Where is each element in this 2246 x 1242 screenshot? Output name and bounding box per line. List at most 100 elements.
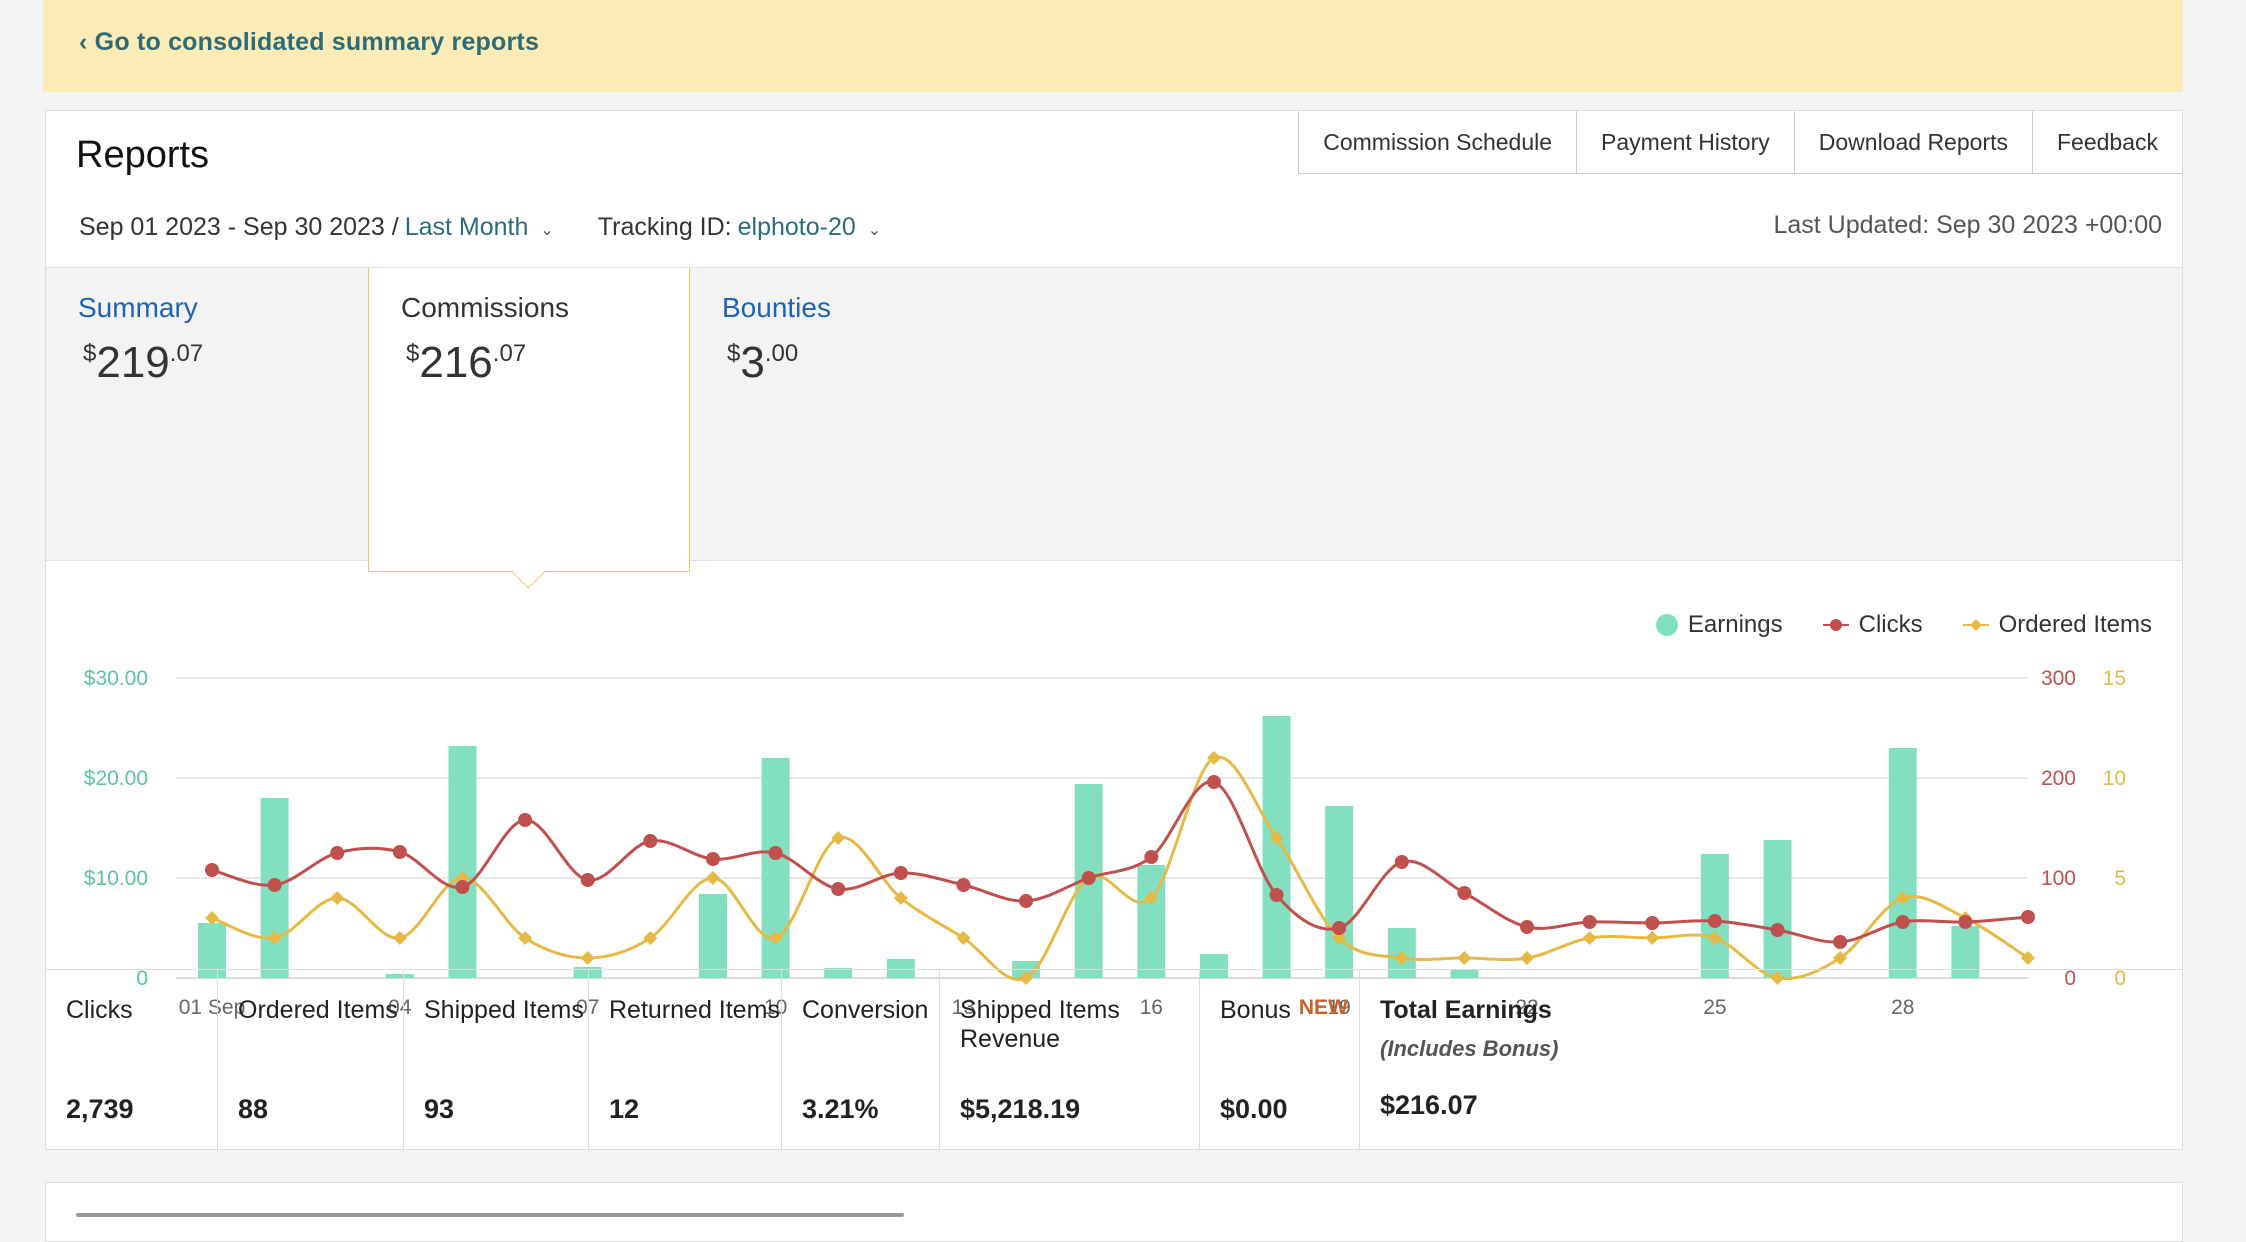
clicks-point [1269,888,1284,902]
chart-canvas: 0 0 0 $10.00 100 5 $20.00 200 10 $30.00 300 15 01 Se… [84,667,2126,1019]
clicks-point [1206,775,1221,789]
clicks-point [1019,894,1034,908]
chart-legend: Earnings Clicks Ordered Items [1616,611,2152,639]
date-range: Sep 01 2023 - Sep 30 2023 / [79,213,399,241]
stat-value: $5,218.19 [960,1094,1081,1124]
stat-label: Ordered Items [238,996,398,1024]
report-filters: Sep 01 2023 - Sep 30 2023 / Last Month ⌄… [79,213,925,242]
ordered-point [1206,751,1221,765]
legend-earnings[interactable]: Earnings [1655,611,1783,639]
ordered-point [1394,951,1409,965]
ordered-point [330,891,345,905]
tab-commissions[interactable]: Commissions $216.07 [368,268,690,572]
clicks-point [768,846,783,860]
stat-clicks: Clicks 2,739 [46,970,218,1151]
ordered-point [1457,951,1472,965]
stat-label: Bonus NEW [1220,996,1348,1024]
earnings-bar [886,959,915,978]
stat-value: 93 [424,1094,455,1124]
earnings-bar [198,923,226,978]
next-card [45,1182,2183,1242]
y-tick-earnings: $30.00 [84,667,148,690]
y-tick-earnings: 0 [136,967,148,990]
x-tick-label: 01 Sep [179,996,246,1019]
y-tick-clicks: 200 [2041,767,2076,790]
stat-label: Total Earnings [1380,996,1552,1024]
ordered-point [1144,891,1159,905]
x-tick-label: 16 [1140,996,1163,1019]
ordered-point [1707,931,1722,945]
stat-value: 2,739 [66,1094,134,1124]
tab-bounties[interactable]: Bounties $3.00 [690,268,1012,560]
ordered-point [768,931,783,945]
clicks-point [956,878,971,892]
ordered-point [1269,831,1284,845]
clicks-point [1394,855,1409,869]
stat-label: Clicks [66,996,133,1024]
tab-amount: $3.00 [727,338,799,387]
stat-returned-items: Returned Items 12 [589,970,782,1151]
clicks-point [1707,914,1722,928]
ordered-point [1332,931,1347,945]
x-tick-label: 19 [1327,996,1350,1019]
stat-ordered-items: Ordered Items 88 [218,970,404,1151]
next-card-divider [76,1213,904,1217]
ordered-point [2021,951,2035,965]
tab-summary[interactable]: Summary $219.07 [46,268,368,560]
legend-clicks[interactable]: Clicks [1822,611,1923,639]
clicks-point [1332,921,1347,935]
earnings-dot-icon [1655,614,1678,636]
summary-banner: ‹ Go to consolidated summary reports [43,0,2183,92]
feedback-button[interactable]: Feedback [2032,111,2182,173]
commission-schedule-button[interactable]: Commission Schedule [1299,111,1578,173]
earnings-bar [1262,716,1291,978]
clicks-point [705,852,720,866]
clicks-point [1582,915,1597,929]
clicks-point [518,813,533,827]
y-tick-clicks: 0 [2064,967,2076,990]
ordered-point [1833,951,1848,965]
stat-label: Shipped Items [424,996,584,1024]
period-dropdown[interactable]: Last Month [404,213,529,241]
clicks-point [1770,923,1785,937]
y-tick-ordered: 5 [2114,867,2126,890]
ordered-point [1019,971,1034,985]
stat-shipped-revenue: Shipped Items Revenue $5,218.19 [940,970,1200,1151]
consolidated-reports-link[interactable]: ‹ Go to consolidated summary reports [79,28,540,56]
clicks-point [643,834,658,848]
stat-value: 12 [609,1094,640,1124]
stat-bonus: Bonus NEW $0.00 [1200,970,1360,1151]
earnings-bar [698,894,727,978]
legend-ordered-items[interactable]: Ordered Items [1962,611,2152,639]
earnings-bar [573,967,602,978]
tab-label: Commissions [401,292,570,323]
ordered-point [1895,891,1910,905]
reports-card: Reports Commission Schedule Payment Hist… [45,110,2183,1151]
chevron-down-icon[interactable]: ⌄ [867,221,882,239]
report-top-nav: Commission Schedule Payment History Down… [1298,111,2182,174]
earnings-bar [448,746,477,978]
stat-label: Returned Items [609,996,780,1024]
clicks-line-icon [1822,619,1849,631]
download-reports-button[interactable]: Download Reports [1794,111,2033,173]
tab-amount: $219.07 [83,338,204,387]
y-tick-ordered: 15 [2103,667,2126,690]
tracking-id-label: Tracking ID: [597,213,732,241]
stat-label: Shipped Items Revenue [960,996,1120,1053]
clicks-point [831,882,846,896]
earnings-bar [1199,954,1228,978]
ordered-point [580,951,595,965]
payment-history-button[interactable]: Payment History [1577,111,1795,173]
ordered-point [1520,951,1535,965]
y-tick-earnings: $10.00 [84,867,148,890]
stats-row: Clicks 2,739 Ordered Items 88 Shipped It… [46,969,2182,1151]
y-tick-ordered: 10 [2103,767,2126,790]
new-badge: NEW [1298,996,1348,1019]
stat-note: (Includes Bonus) [1380,1036,1559,1061]
clicks-point [1895,915,1910,929]
tracking-id-dropdown[interactable]: elphoto-20 [737,213,856,241]
x-tick-label: 25 [1703,996,1726,1019]
earnings-bar [1763,840,1792,978]
chevron-down-icon[interactable]: ⌄ [540,221,554,239]
ordered-point [643,931,658,945]
